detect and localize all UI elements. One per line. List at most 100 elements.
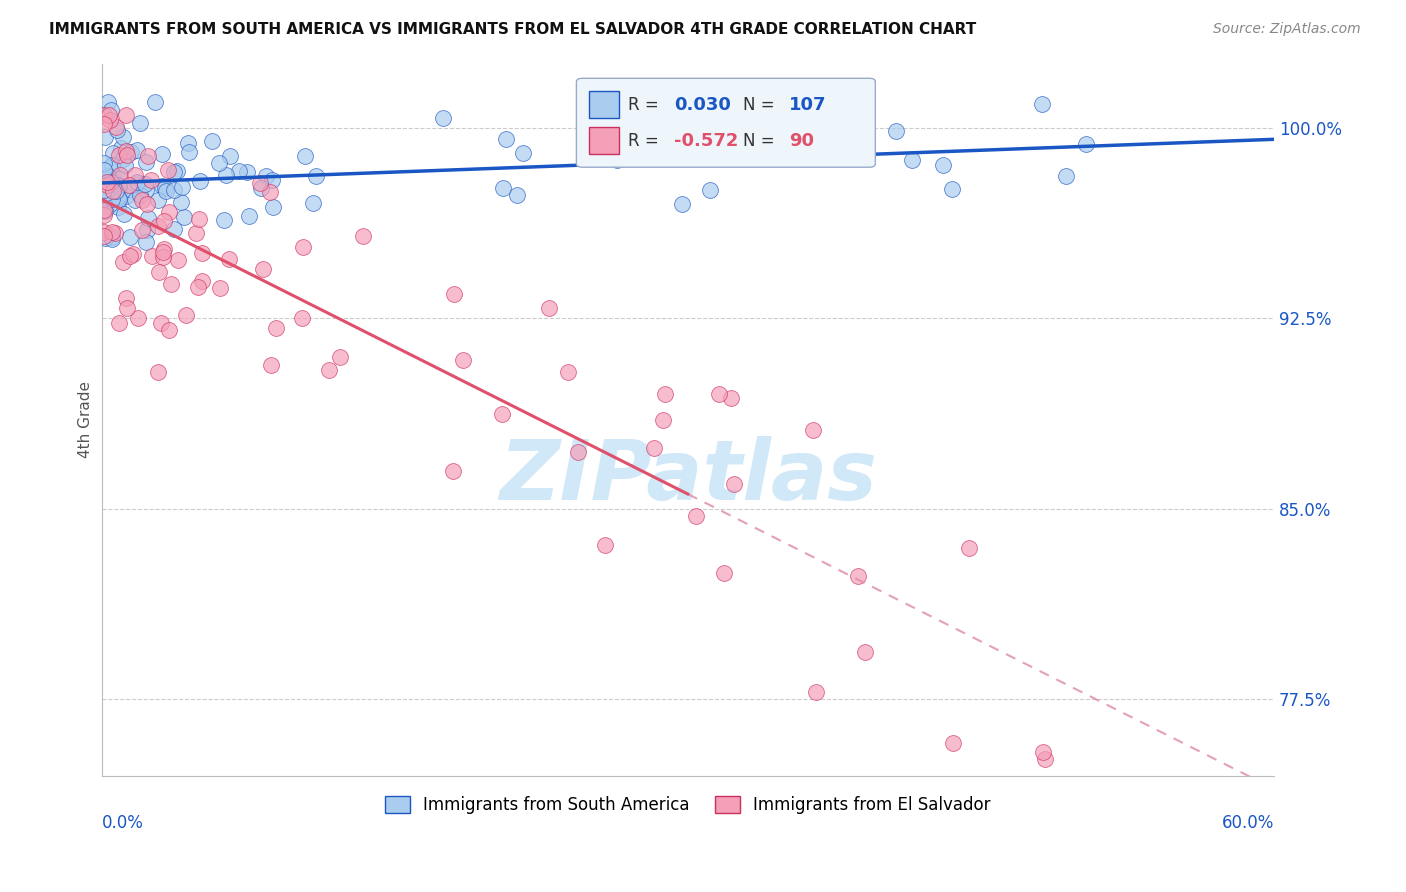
Point <box>218 252 240 266</box>
Point <box>112 254 135 268</box>
Point <box>98 175 121 189</box>
Point <box>93 183 115 197</box>
Point <box>506 188 529 202</box>
Point <box>1031 97 1053 112</box>
Point <box>105 185 128 199</box>
Point <box>135 183 157 197</box>
Text: R =: R = <box>628 95 664 114</box>
Point <box>443 287 465 301</box>
Text: N =: N = <box>744 95 780 114</box>
Point <box>108 317 131 331</box>
Point <box>737 138 759 153</box>
Point <box>441 464 464 478</box>
Point <box>329 350 352 364</box>
Point <box>108 192 131 206</box>
Point <box>107 190 129 204</box>
Point <box>93 208 115 222</box>
Point <box>94 129 117 144</box>
Point <box>93 183 115 197</box>
Point <box>884 124 907 138</box>
Point <box>127 311 149 326</box>
Point <box>352 229 374 244</box>
Point <box>491 407 513 421</box>
Point <box>853 645 876 659</box>
Point <box>136 196 159 211</box>
Point <box>228 164 250 178</box>
Point <box>1074 136 1097 151</box>
Point <box>170 194 193 209</box>
Point <box>108 179 131 194</box>
Point <box>291 240 314 254</box>
Point <box>101 184 124 198</box>
Point <box>305 169 328 183</box>
Point <box>186 226 208 240</box>
Point <box>262 173 284 187</box>
Point <box>238 209 260 223</box>
Point <box>104 226 127 240</box>
Point <box>93 117 115 131</box>
Point <box>811 144 834 158</box>
Point <box>173 210 195 224</box>
Point <box>606 153 628 167</box>
Point <box>685 508 707 523</box>
Point <box>110 168 132 182</box>
Point <box>115 144 138 158</box>
Point <box>159 277 181 292</box>
Text: 0.0%: 0.0% <box>101 814 143 832</box>
Point <box>187 280 209 294</box>
Point <box>93 192 115 206</box>
Point <box>810 145 832 159</box>
Point <box>122 246 145 260</box>
Text: -0.572: -0.572 <box>673 132 738 150</box>
Point <box>93 155 115 169</box>
Text: ZIPatlas: ZIPatlas <box>499 436 877 517</box>
Point <box>155 184 177 198</box>
FancyBboxPatch shape <box>589 127 619 154</box>
Point <box>1054 169 1077 183</box>
Point <box>901 153 924 167</box>
Point <box>1033 751 1056 765</box>
Point <box>177 136 200 151</box>
Point <box>557 365 579 379</box>
Point <box>163 183 186 197</box>
Point <box>131 223 153 237</box>
Point <box>97 95 120 110</box>
Point <box>215 168 238 182</box>
Point <box>112 130 135 145</box>
Point <box>118 230 141 244</box>
Point <box>135 155 157 169</box>
Point <box>100 225 122 239</box>
Point <box>100 175 122 189</box>
Point <box>107 178 129 192</box>
Point <box>163 221 186 235</box>
Point <box>157 205 180 219</box>
Point <box>157 323 180 337</box>
Point <box>97 172 120 186</box>
Point <box>801 423 824 437</box>
Point <box>139 173 162 187</box>
Point <box>651 413 673 427</box>
Point <box>136 211 159 226</box>
Point <box>492 181 515 195</box>
Point <box>100 169 122 184</box>
Point <box>114 291 136 305</box>
Point <box>723 476 745 491</box>
Point <box>191 246 214 260</box>
Point <box>150 179 173 194</box>
Point <box>120 145 142 159</box>
Point <box>163 165 186 179</box>
Point <box>110 140 132 154</box>
Point <box>94 186 117 201</box>
Point <box>188 174 211 188</box>
Point <box>432 111 454 125</box>
Point <box>107 200 129 214</box>
Point <box>155 180 177 194</box>
Point <box>153 214 176 228</box>
Point <box>148 265 170 279</box>
Point <box>191 273 214 287</box>
Point <box>512 145 534 160</box>
Point <box>252 262 274 277</box>
Point <box>141 248 163 262</box>
Point <box>318 363 340 377</box>
Point <box>98 108 121 122</box>
